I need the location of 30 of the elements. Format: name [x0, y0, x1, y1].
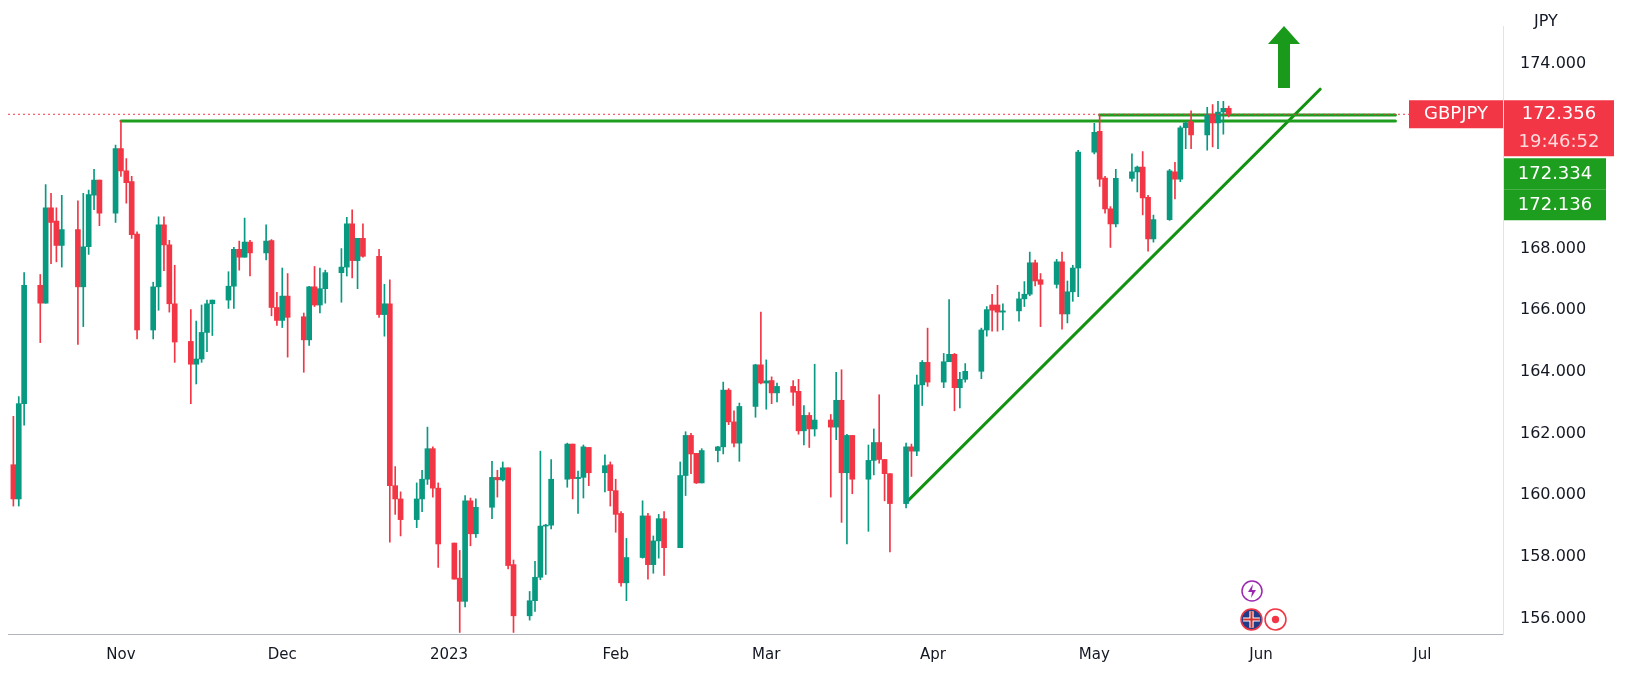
y-tick-label: 162.000	[1520, 422, 1587, 442]
x-tick-label: 2023	[429, 644, 469, 663]
y-tick-label: 174.000	[1520, 52, 1587, 72]
x-tick-label: Feb	[602, 644, 629, 663]
y-tick-label: 160.000	[1520, 484, 1587, 504]
candlestick	[193, 320, 200, 385]
annotation: GBPJPY	[1424, 101, 1489, 123]
candlestick	[1172, 161, 1178, 200]
candlestick	[1215, 100, 1221, 150]
text: 172.334	[1517, 161, 1593, 183]
y-tick-label: 164.000	[1520, 361, 1587, 381]
candlestick	[58, 194, 65, 268]
x-tick-label: Jun	[1248, 644, 1273, 663]
x-tick-label: Apr	[919, 644, 947, 663]
y-tick-label: 166.000	[1520, 299, 1587, 319]
candlestick	[602, 454, 608, 493]
candlestick	[188, 309, 194, 405]
x-tick-label: Nov	[106, 644, 136, 663]
y-tick-label: 156.000	[1520, 607, 1587, 627]
y-tick-label: 158.000	[1520, 546, 1587, 566]
x-tick-label: Jul	[1412, 644, 1432, 663]
y-axis-title: JPY	[1533, 11, 1559, 31]
ref-line-label: 172.356	[1521, 101, 1597, 123]
candlestick	[758, 311, 764, 385]
x-tick-label: Dec	[267, 644, 297, 663]
text: 19:46:52	[1518, 129, 1600, 151]
y-tick-label: 168.000	[1520, 237, 1587, 257]
x-tick-label: May	[1078, 644, 1110, 663]
text: 172.136	[1517, 192, 1593, 214]
x-tick-label: Mar	[752, 644, 782, 663]
